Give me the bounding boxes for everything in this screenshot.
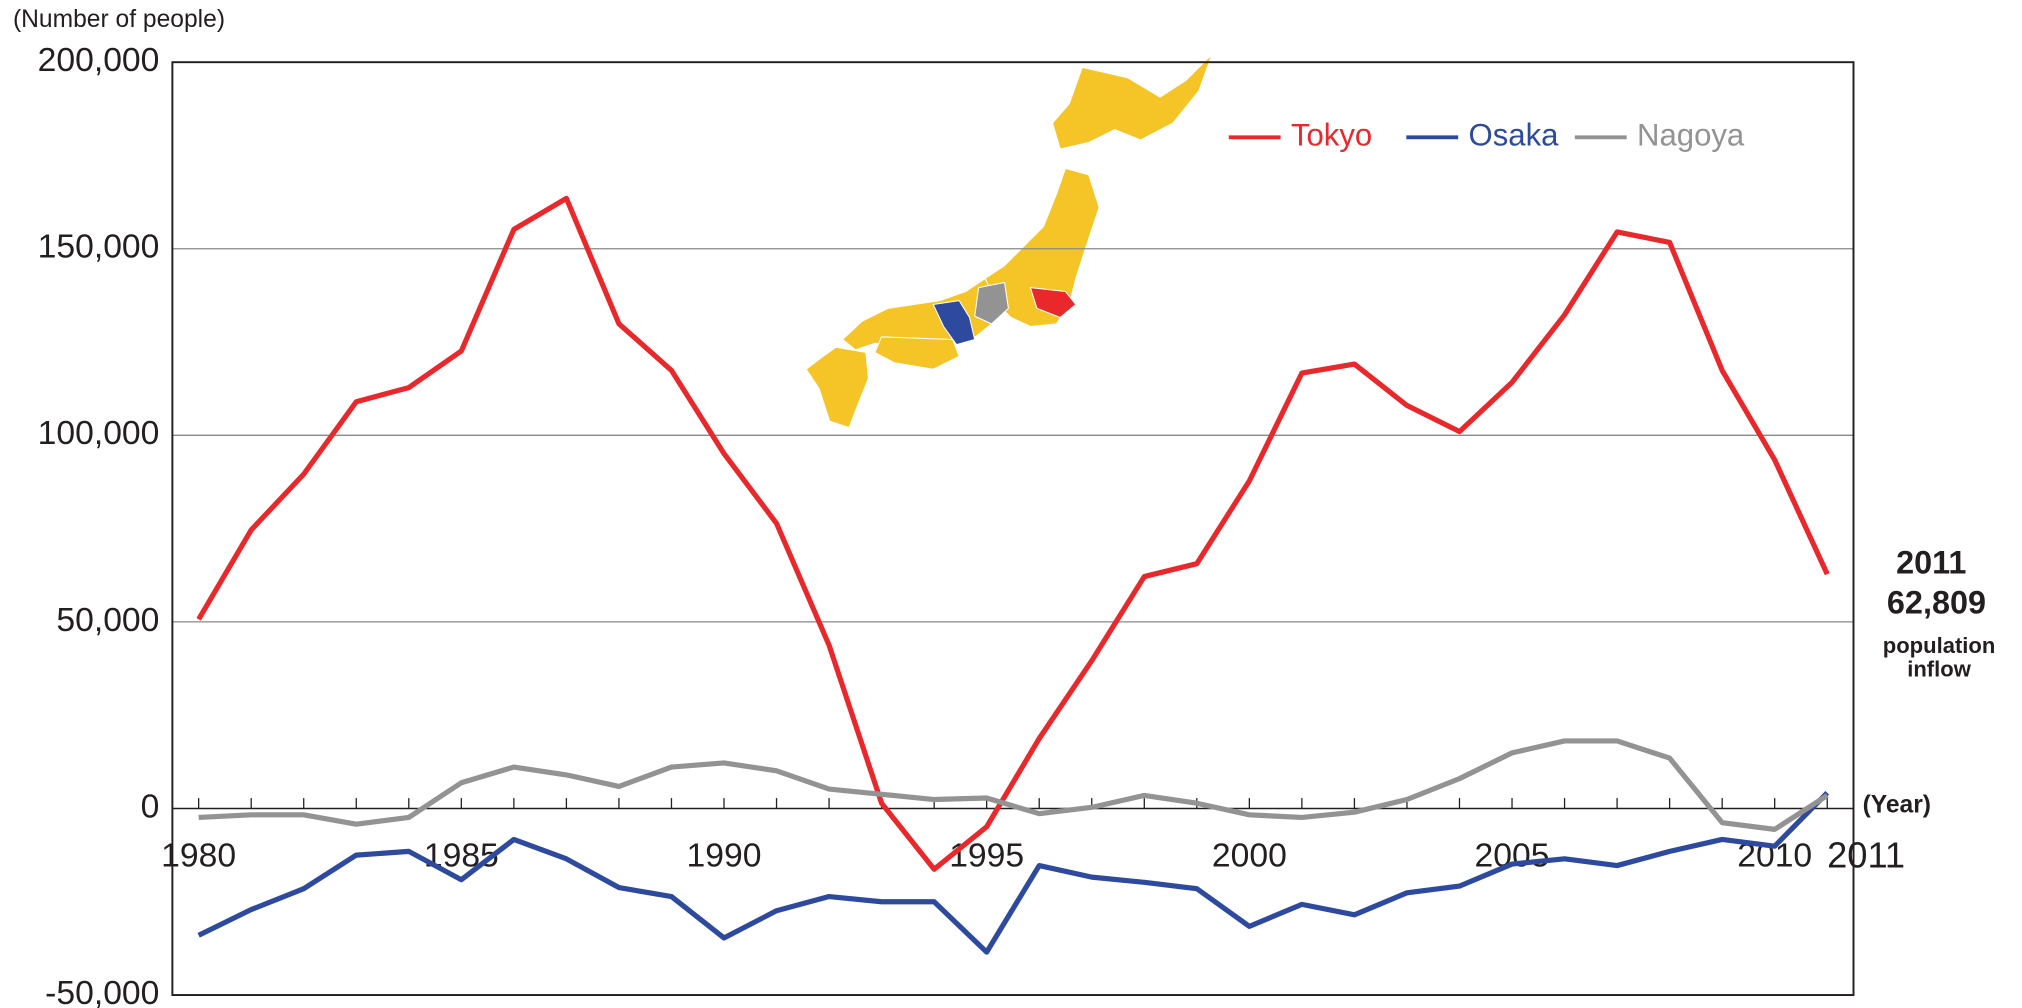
y-tick-label: 200,000: [38, 42, 160, 79]
y-tick-label: 0: [141, 788, 160, 825]
x-axis-label: (Year): [1863, 791, 1931, 818]
y-tick-label: 50,000: [56, 602, 159, 639]
x-tick-label: 1990: [687, 838, 762, 875]
line-series: [197, 790, 1830, 955]
x-tick-label: 2005: [1475, 838, 1550, 875]
line-series: [198, 738, 1829, 832]
annotation-text: population inflow: [1882, 634, 1996, 682]
x-tick-label: 2000: [1212, 838, 1287, 875]
y-tick-label: 100,000: [38, 415, 160, 452]
japan-map: [805, 54, 1213, 429]
legend-label: Osaka: [1469, 118, 1560, 153]
annotation-text-box: population inflow: [1882, 634, 1996, 682]
line-series: [196, 195, 1830, 872]
x-tick-label: 1995: [949, 838, 1024, 875]
x-tick-label: 2011: [1827, 834, 1905, 875]
legend-label: Nagoya: [1637, 118, 1745, 153]
annotation-value: 62,809: [1887, 585, 1986, 621]
x-tick-label: 1980: [161, 838, 236, 875]
plot-frame: [171, 61, 1855, 997]
y-tick-label: 150,000: [38, 229, 160, 266]
annotation-year: 2011: [1896, 544, 1966, 580]
legend-label: Tokyo: [1291, 118, 1372, 153]
y-axis-label: (Number of people): [13, 6, 225, 33]
y-tick-label: -50,000: [45, 975, 159, 1008]
x-tick-label: 1985: [424, 838, 499, 875]
